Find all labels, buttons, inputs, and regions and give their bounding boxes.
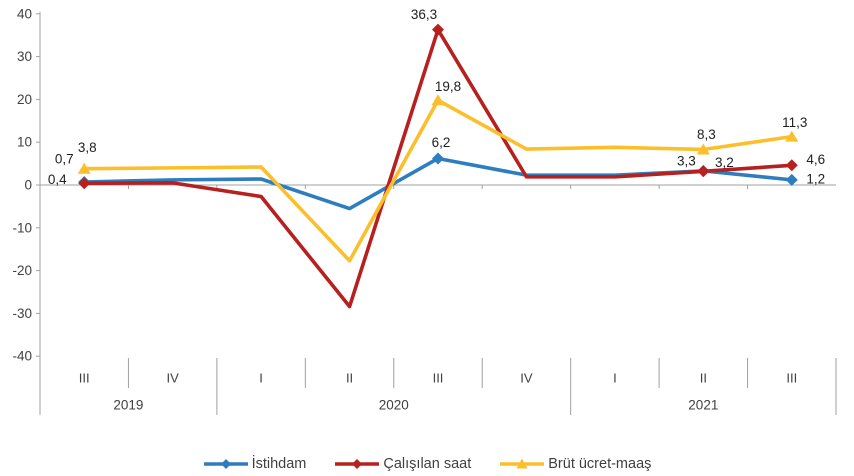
y-tick-label: 30 (17, 49, 32, 64)
y-tick-label: -10 (12, 220, 32, 235)
brut-ucret-maas-triangle-marker-icon (785, 130, 799, 142)
x-tick-label: III (79, 371, 90, 386)
data-label-istihdam: 6,2 (432, 135, 451, 150)
x-tick-label: II (346, 371, 353, 386)
y-tick-label: 0 (24, 178, 32, 193)
y-tick-label: -40 (12, 349, 32, 364)
legend-item-istihdam: İstihdam (203, 456, 307, 472)
data-label-istihdam: 3,3 (677, 153, 696, 168)
legend-label-brut-ucret-maas: Brüt ücret-maaş (548, 456, 652, 472)
brut-ucret-maas-triangle-marker-icon (696, 143, 710, 155)
data-label-brut-ucret-maas: 3,8 (78, 140, 97, 155)
brut-ucret-maas-triangle-marker-icon (77, 162, 91, 174)
legend-diamond-line-icon (203, 459, 248, 469)
data-label-calisilan-saat: 36,3 (411, 7, 437, 22)
x-tick-label: III (433, 371, 444, 386)
x-tick-label: IV (167, 371, 180, 386)
y-tick-label: 40 (17, 6, 32, 21)
legend-diamond-line-icon (335, 459, 380, 469)
year-label: 2021 (688, 398, 718, 413)
x-tick-label: II (700, 371, 707, 386)
brut-ucret-maas-triangle-marker-icon (431, 94, 445, 106)
x-tick-label: III (786, 371, 797, 386)
data-label-brut-ucret-maas: 19,8 (435, 79, 461, 94)
x-tick-label: I (259, 371, 263, 386)
data-label-calisilan-saat: 4,6 (806, 152, 825, 167)
data-label-istihdam: 1,2 (806, 171, 825, 186)
legend-label-calisilan-saat: Çalışılan saat (383, 456, 472, 472)
y-tick-label: 10 (17, 135, 32, 150)
year-label: 2020 (379, 398, 409, 413)
y-tick-label: 20 (17, 92, 32, 107)
legend-triangle-line-icon (500, 458, 545, 469)
y-tick-label: -30 (12, 306, 32, 321)
y-tick-label: -20 (12, 263, 32, 278)
data-label-brut-ucret-maas: 8,3 (697, 127, 716, 142)
calisilan-saat-diamond-marker-icon (432, 23, 444, 36)
x-tick-label: I (613, 371, 617, 386)
chart-legend: İstihdam Çalışılan saat Brüt ücret-maaş (0, 447, 854, 476)
istihdam-diamond-marker-icon (432, 152, 444, 165)
data-label-calisilan-saat: 0,4 (48, 172, 67, 187)
series-calisilan-saat: 0,4 36,3 3,2 4,6 (48, 7, 825, 309)
calisilan-saat-diamond-marker-icon (697, 165, 710, 178)
calisilan-saat-diamond-marker-icon (785, 159, 798, 172)
calisilan-saat-diamond-marker-icon (78, 177, 91, 190)
legend-item-brut-ucret-maas: Brüt ücret-maaş (499, 456, 651, 472)
data-label-istihdam: 0,7 (55, 152, 74, 167)
legend-label-istihdam: İstihdam (251, 456, 307, 472)
data-label-brut-ucret-maas: 11,3 (782, 115, 807, 130)
x-tick-label: IV (520, 371, 533, 386)
legend-item-calisilan-saat: Çalışılan saat (334, 456, 471, 472)
istihdam-diamond-marker-icon (785, 173, 798, 186)
data-label-calisilan-saat: 3,2 (715, 155, 734, 170)
year-label: 2019 (113, 398, 143, 413)
series-brut-ucret-maas: 3,8 19,8 8,3 11,3 (77, 79, 807, 263)
